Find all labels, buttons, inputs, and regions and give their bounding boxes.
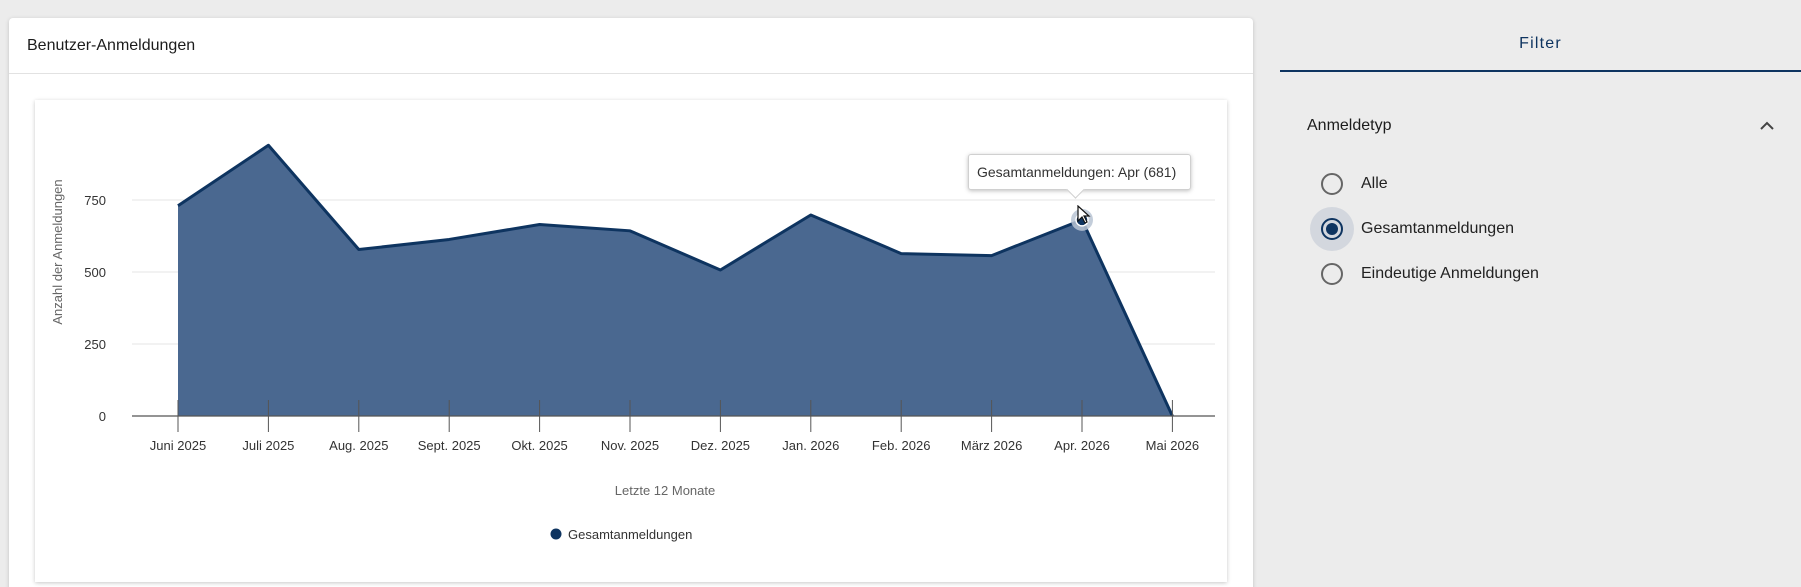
radio-button-checked[interactable]: [1321, 217, 1343, 240]
radio-label: Gesamtanmeldungen: [1361, 219, 1514, 237]
legend-marker: [550, 528, 562, 540]
x-tick-label: Juni 2025: [150, 438, 206, 453]
mouse-cursor-icon: [1077, 205, 1091, 224]
x-axis-title: Letzte 12 Monate: [615, 483, 715, 498]
x-tick-label: Okt. 2025: [511, 438, 567, 453]
section-header-anmeldetyp[interactable]: Anmeldetyp: [1307, 98, 1777, 154]
x-tick-label: Jan. 2026: [782, 438, 839, 453]
chevron-up-icon[interactable]: [1757, 116, 1777, 136]
radio-button[interactable]: [1321, 262, 1343, 285]
card-title: Benutzer-Anmeldungen: [27, 36, 196, 54]
legend-label: Gesamtanmeldungen: [568, 527, 692, 542]
filter-tab[interactable]: Filter: [1280, 18, 1801, 72]
x-tick-label: Mai 2026: [1146, 438, 1199, 453]
card-header: Benutzer-Anmeldungen: [9, 18, 1253, 74]
x-tick-label: Aug. 2025: [329, 438, 388, 453]
chart-tooltip: Gesamtanmeldungen: Apr (681): [968, 154, 1191, 190]
x-tick-label: Apr. 2026: [1054, 438, 1110, 453]
x-tick-label: März 2026: [961, 438, 1022, 453]
x-tick-label: Sept. 2025: [418, 438, 481, 453]
radio-label: Eindeutige Anmeldungen: [1361, 264, 1539, 282]
x-tick-label: Nov. 2025: [601, 438, 659, 453]
y-tick-label: 750: [84, 193, 106, 208]
section-title: Anmeldetyp: [1307, 117, 1392, 134]
y-axis-title: Anzahl der Anmeldungen: [50, 179, 65, 324]
login-type-radio-group: Alle Gesamtanmeldungen Eindeutige Anmeld…: [1310, 161, 1539, 296]
chart-container: 0 250 500 750 Juni 2025 Juli 2025 Aug. 2025 Sep…: [35, 100, 1227, 582]
radio-button[interactable]: [1321, 172, 1343, 195]
radio-option-gesamtanmeldungen[interactable]: Gesamtanmeldungen: [1310, 206, 1539, 251]
x-tick-label: Dez. 2025: [691, 438, 750, 453]
y-tick-label: 0: [99, 409, 106, 424]
y-tick-label: 500: [84, 265, 106, 280]
series-area: [178, 145, 1173, 416]
x-tick-label: Feb. 2026: [872, 438, 931, 453]
filter-title: Filter: [1519, 35, 1562, 52]
radio-option-alle[interactable]: Alle: [1310, 161, 1539, 206]
radio-option-eindeutige[interactable]: Eindeutige Anmeldungen: [1310, 251, 1539, 296]
tooltip-text: Gesamtanmeldungen: Apr (681): [977, 164, 1177, 180]
series-line: [177, 143, 1174, 417]
radio-label: Alle: [1361, 174, 1388, 192]
x-tick-label: Juli 2025: [242, 438, 294, 453]
filter-panel: Filter Anmeldetyp Alle Gesamtanmeldungen…: [1280, 18, 1801, 587]
y-tick-label: 250: [84, 337, 106, 352]
area-chart: 0 250 500 750 Juni 2025 Juli 2025 Aug. 2025 Sep…: [50, 143, 1215, 542]
